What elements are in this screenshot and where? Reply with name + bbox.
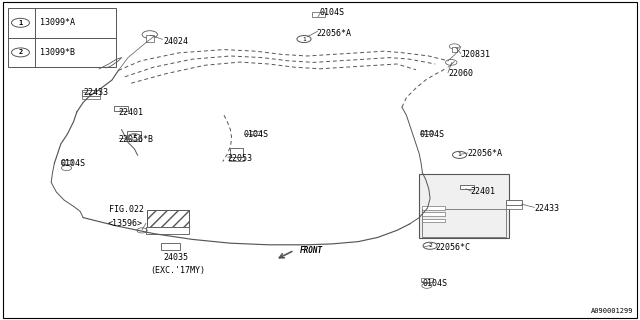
Bar (114, 106, 128, 111)
Text: 24035: 24035 (163, 253, 188, 262)
Bar (421, 131, 433, 134)
Text: 0104S: 0104S (61, 159, 86, 168)
Text: 22056*A: 22056*A (467, 149, 502, 158)
Text: 1: 1 (19, 20, 22, 26)
Text: 22056*A: 22056*A (317, 29, 352, 38)
Text: 22401: 22401 (470, 188, 495, 196)
Text: 0104S: 0104S (243, 130, 268, 139)
Bar (146, 227, 189, 234)
Bar (82, 96, 100, 99)
Text: 13099*A: 13099*A (40, 18, 75, 27)
Text: 1: 1 (302, 36, 306, 42)
Text: 22433: 22433 (83, 88, 108, 97)
Bar (506, 200, 522, 205)
Text: FRONT: FRONT (300, 246, 323, 255)
Bar (452, 47, 457, 52)
Text: 22433: 22433 (534, 204, 559, 212)
Bar (146, 35, 154, 42)
Text: 13099*B: 13099*B (40, 48, 75, 57)
Bar (229, 157, 244, 161)
Text: 22401: 22401 (118, 108, 143, 116)
Text: 0104S: 0104S (419, 130, 444, 139)
Text: 1: 1 (458, 152, 461, 157)
Bar (422, 206, 445, 210)
Bar (422, 212, 445, 216)
Bar (421, 278, 433, 282)
Bar (82, 90, 100, 96)
Bar (127, 131, 141, 141)
Bar (419, 174, 509, 238)
Text: J20831: J20831 (461, 50, 491, 59)
Text: 2: 2 (132, 134, 136, 140)
Text: 0104S: 0104S (320, 8, 345, 17)
Text: 2: 2 (428, 243, 432, 248)
Text: 24024: 24024 (163, 37, 188, 46)
Bar (61, 160, 72, 164)
Text: 0104S: 0104S (422, 279, 447, 288)
Text: 22060: 22060 (448, 69, 473, 78)
Bar (8, 8, 116, 67)
Text: (EXC.'17MY): (EXC.'17MY) (150, 266, 205, 275)
Text: A090001299: A090001299 (591, 308, 634, 314)
Text: 22053: 22053 (227, 154, 252, 163)
Bar (230, 148, 243, 157)
Text: 22056*B: 22056*B (118, 135, 154, 144)
Text: 22056*C: 22056*C (435, 244, 470, 252)
Bar (250, 131, 261, 135)
Bar (506, 205, 522, 209)
Text: 2: 2 (19, 49, 22, 55)
Text: FIG.022: FIG.022 (109, 205, 144, 214)
Bar (422, 219, 445, 222)
Text: <13596>: <13596> (108, 219, 143, 228)
Bar (312, 12, 325, 17)
Bar (147, 210, 189, 227)
Bar (422, 209, 506, 237)
Bar (460, 185, 474, 189)
Bar (161, 243, 180, 250)
